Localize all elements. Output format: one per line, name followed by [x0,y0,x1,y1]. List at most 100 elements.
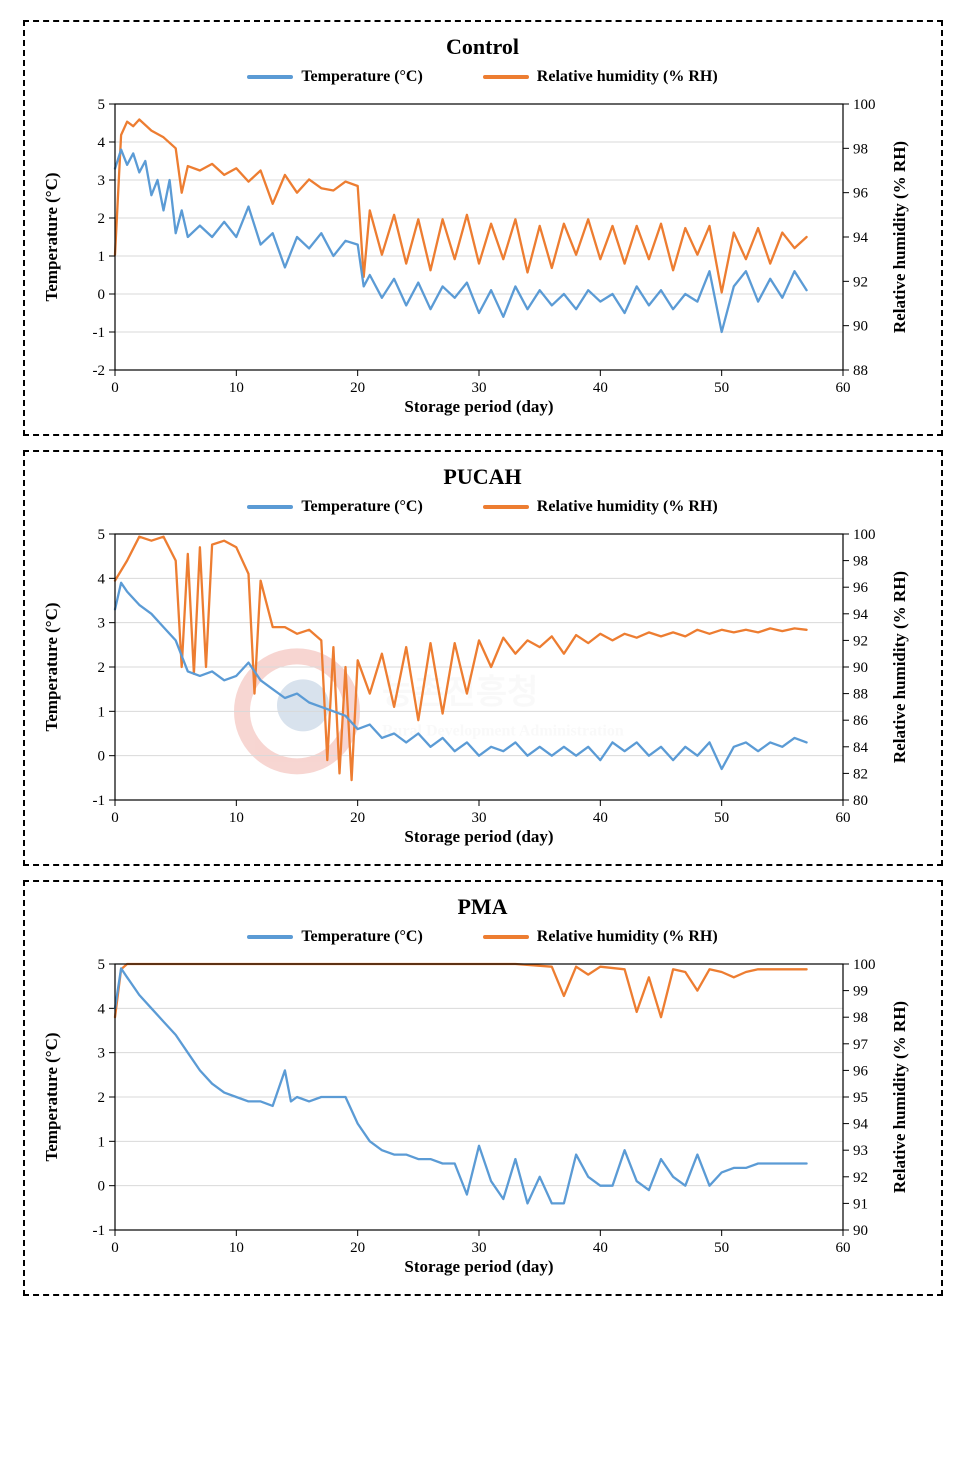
svg-text:50: 50 [714,810,729,826]
svg-text:100: 100 [853,957,876,973]
panel-control: Control Temperature (°C) Relative humidi… [23,20,943,436]
svg-text:0: 0 [97,1179,105,1195]
panel-title: PMA [39,894,927,920]
svg-text:90: 90 [853,660,868,676]
temp-line [115,968,807,1203]
svg-text:-1: -1 [92,1223,105,1239]
svg-text:4: 4 [97,571,105,587]
svg-text:92: 92 [853,1170,868,1186]
legend: Temperature (°C) Relative humidity (% RH… [39,66,927,86]
svg-text:91: 91 [853,1196,868,1212]
svg-text:0: 0 [97,287,105,303]
svg-text:0: 0 [111,810,119,826]
rh-line [115,120,807,293]
rh-line [115,537,807,780]
svg-text:94: 94 [853,1117,869,1133]
svg-text:97: 97 [853,1037,869,1053]
svg-text:30: 30 [471,810,486,826]
svg-text:Rural Development Administrati: Rural Development Administration [382,722,624,739]
svg-text:5: 5 [97,527,105,543]
svg-text:92: 92 [853,633,868,649]
svg-text:40: 40 [592,1240,607,1256]
svg-text:4: 4 [97,135,105,151]
svg-text:20: 20 [350,1240,365,1256]
svg-text:94: 94 [853,230,869,246]
svg-text:86: 86 [853,713,869,729]
legend-temp: Temperature (°C) [247,498,422,516]
legend-rh-label: Relative humidity (% RH) [537,498,718,516]
svg-text:30: 30 [471,1240,486,1256]
svg-text:84: 84 [853,740,869,756]
svg-text:99: 99 [853,984,868,1000]
svg-text:98: 98 [853,554,868,570]
svg-text:90: 90 [853,319,868,335]
svg-text:5: 5 [97,97,105,113]
svg-text:100: 100 [853,97,876,113]
svg-text:88: 88 [853,687,868,703]
svg-text:40: 40 [592,810,607,826]
panel-pma: PMA Temperature (°C) Relative humidity (… [23,880,943,1296]
svg-text:1: 1 [97,249,105,265]
svg-text:50: 50 [714,1240,729,1256]
svg-text:92: 92 [853,274,868,290]
legend: Temperature (°C) Relative humidity (% RH… [39,496,927,516]
svg-text:3: 3 [97,173,105,189]
svg-text:2: 2 [97,660,105,676]
svg-text:4: 4 [97,1001,105,1017]
svg-text:98: 98 [853,141,868,157]
svg-text:5: 5 [97,957,105,973]
svg-text:10: 10 [228,810,243,826]
svg-text:96: 96 [853,1063,869,1079]
svg-text:2: 2 [97,211,105,227]
rh-line [115,964,807,1017]
svg-text:Temperature (°C): Temperature (°C) [42,172,61,301]
svg-text:93: 93 [853,1143,868,1159]
legend-temp: Temperature (°C) [247,928,422,946]
svg-text:60: 60 [835,380,850,396]
chart-svg: 농촌진흥청 Rural Development Administration -… [39,520,919,850]
svg-text:88: 88 [853,363,868,379]
legend-temp-label: Temperature (°C) [301,498,422,516]
svg-text:94: 94 [853,607,869,623]
svg-text:30: 30 [471,380,486,396]
svg-text:Temperature (°C): Temperature (°C) [42,1032,61,1161]
chart-svg: -101234590919293949596979899100010203040… [39,950,919,1280]
svg-text:100: 100 [853,527,876,543]
svg-text:3: 3 [97,616,105,632]
svg-text:10: 10 [228,380,243,396]
svg-text:-2: -2 [92,363,105,379]
panel-title: PUCAH [39,464,927,490]
svg-text:10: 10 [228,1240,243,1256]
svg-text:96: 96 [853,186,869,202]
svg-text:90: 90 [853,1223,868,1239]
svg-text:Temperature (°C): Temperature (°C) [42,602,61,731]
panel-pucah: PUCAH Temperature (°C) Relative humidity… [23,450,943,866]
svg-text:1: 1 [97,704,105,720]
svg-text:-1: -1 [92,325,105,341]
svg-text:Relative humidity (% RH): Relative humidity (% RH) [890,141,909,333]
legend-rh: Relative humidity (% RH) [483,928,718,946]
svg-text:Storage period (day): Storage period (day) [404,1257,553,1276]
svg-text:Storage period (day): Storage period (day) [404,827,553,846]
svg-text:95: 95 [853,1090,868,1106]
svg-text:농촌진흥청: 농촌진흥청 [382,673,538,711]
svg-text:Relative humidity (% RH): Relative humidity (% RH) [890,571,909,763]
svg-text:1: 1 [97,1134,105,1150]
svg-text:0: 0 [111,1240,119,1256]
panel-title: Control [39,34,927,60]
svg-text:60: 60 [835,810,850,826]
legend-rh-label: Relative humidity (% RH) [537,928,718,946]
svg-text:3: 3 [97,1046,105,1062]
chart-svg: -2-10123458890929496981000102030405060St… [39,90,919,420]
svg-text:60: 60 [835,1240,850,1256]
svg-text:20: 20 [350,810,365,826]
svg-text:-1: -1 [92,793,105,809]
svg-text:96: 96 [853,580,869,596]
svg-text:Storage period (day): Storage period (day) [404,397,553,416]
svg-text:82: 82 [853,766,868,782]
legend-temp-label: Temperature (°C) [301,928,422,946]
svg-text:20: 20 [350,380,365,396]
svg-text:40: 40 [592,380,607,396]
legend-rh: Relative humidity (% RH) [483,498,718,516]
svg-text:0: 0 [97,749,105,765]
